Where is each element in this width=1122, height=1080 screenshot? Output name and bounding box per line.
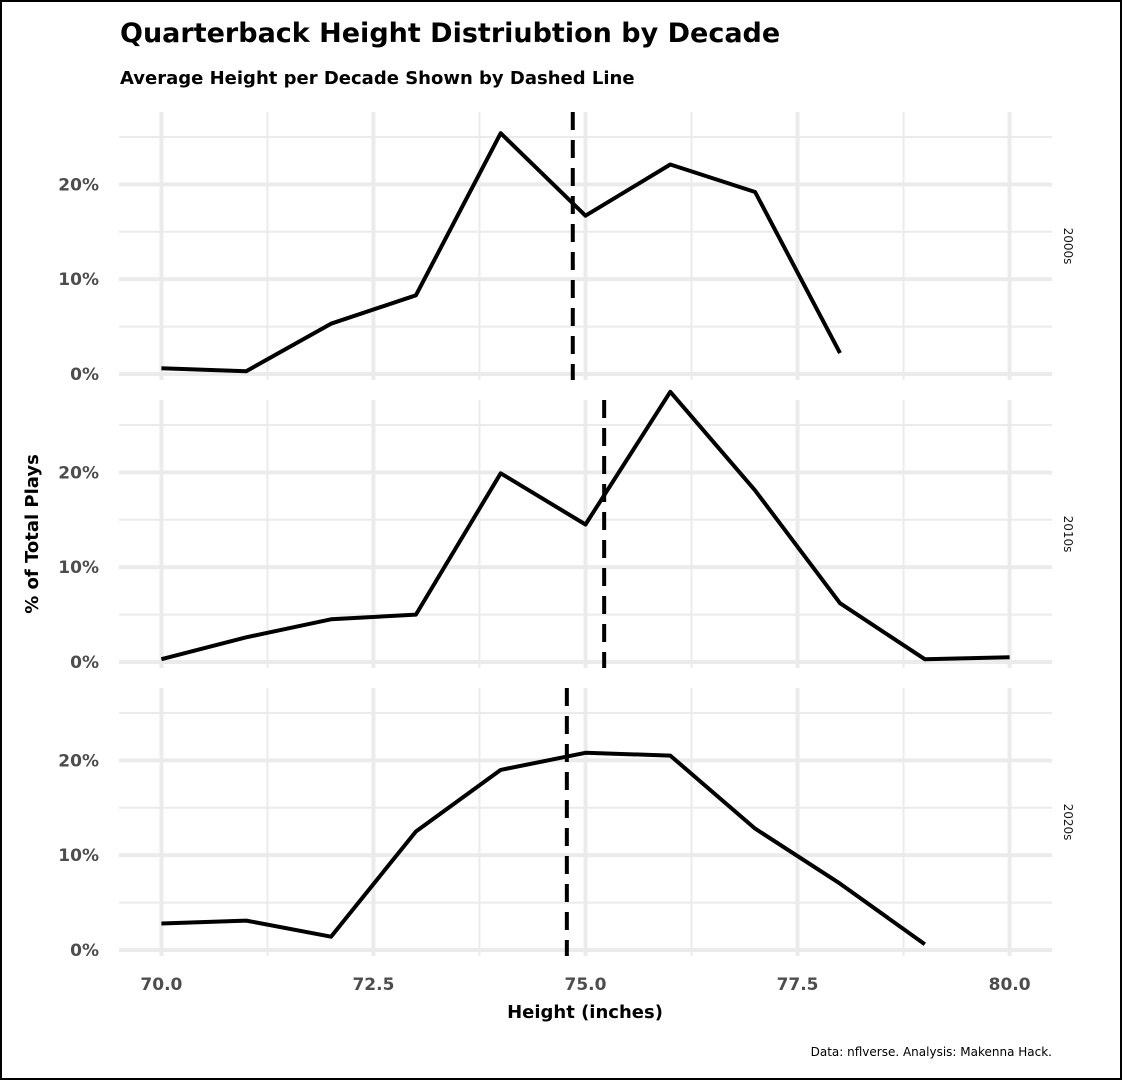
y-tick-label: 10% — [58, 846, 99, 866]
y-tick-label: 0% — [70, 653, 99, 673]
chart-title: Quarterback Height Distriubtion by Decad… — [120, 18, 781, 49]
facet-label-2010s: 2010s — [1061, 516, 1075, 553]
y-tick-label: 20% — [58, 175, 99, 195]
y-tick-label: 0% — [70, 365, 99, 385]
y-tick-label: 10% — [58, 558, 99, 578]
facet-label-2000s: 2000s — [1061, 228, 1075, 265]
y-axis-title: % of Total Plays — [22, 454, 43, 614]
y-tick-label: 10% — [58, 270, 99, 290]
x-tick-label: 77.5 — [777, 975, 819, 995]
y-tick-label: 20% — [58, 463, 99, 483]
chart-caption: Data: nflverse. Analysis: Makenna Hack. — [810, 1045, 1052, 1059]
series-line-2020s — [161, 750, 926, 946]
x-tick-label: 75.0 — [565, 975, 607, 995]
chart-subtitle: Average Height per Decade Shown by Dashe… — [120, 68, 635, 89]
x-tick-label: 80.0 — [989, 975, 1031, 995]
x-axis-title: Height (inches) — [507, 1002, 663, 1023]
facet-label-2020s: 2020s — [1061, 804, 1075, 841]
y-tick-label: 20% — [58, 751, 99, 771]
x-tick-label: 72.5 — [352, 975, 394, 995]
series-line-2000s — [161, 131, 842, 374]
x-tick-label: 70.0 — [140, 975, 182, 995]
y-tick-label: 0% — [70, 941, 99, 961]
series-line-2010s — [160, 389, 1010, 662]
